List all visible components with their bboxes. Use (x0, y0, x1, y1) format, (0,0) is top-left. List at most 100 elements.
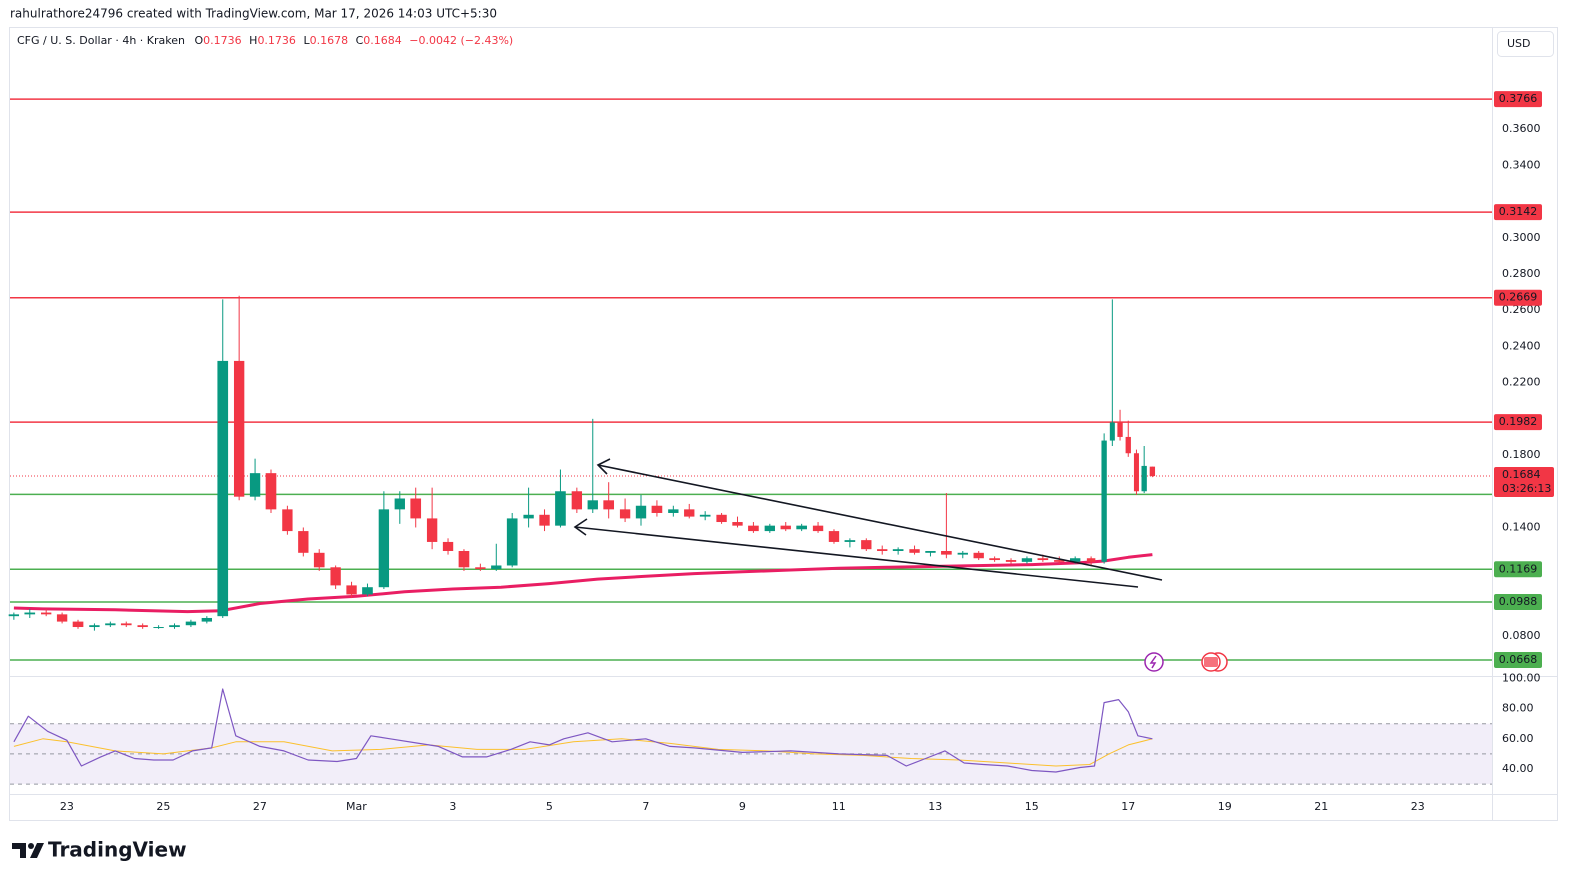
y-tick-label: 0.2600 (1502, 303, 1541, 316)
symbol-legend: CFG / U. S. Dollar · 4h · Kraken O0.1736… (17, 34, 513, 47)
ohlc-label: C (356, 34, 364, 47)
candle-body (571, 491, 583, 510)
candle-body (89, 625, 100, 628)
candle-body (555, 491, 566, 526)
rsi-pane (10, 688, 1492, 785)
candle-body (265, 473, 277, 510)
candle-body (506, 518, 518, 566)
candle-body (1141, 465, 1147, 492)
level-label: 0.3766 (1499, 92, 1538, 105)
candle-body (780, 525, 791, 530)
axes: 23 25 27 Mar 3 5 7 9 11 13 15 17 19 21 23 0.0800 0.1400 0… (60, 91, 1554, 813)
rsi-tick-label: 80.00 (1502, 702, 1534, 715)
x-tick-label: 7 (642, 800, 649, 813)
candle-body (957, 552, 968, 555)
icon-glyph (1149, 655, 1157, 669)
level-label: 0.1169 (1499, 562, 1538, 575)
candle-body (153, 627, 164, 629)
rsi-tick-label: 100.00 (1502, 671, 1541, 684)
candle-body (346, 585, 357, 595)
x-tick-label: 3 (449, 800, 456, 813)
candle-body (989, 558, 1000, 561)
event-icons (1144, 652, 1228, 672)
arrowhead (573, 518, 588, 536)
candle-body (1133, 453, 1139, 492)
x-tick-label: 19 (1218, 800, 1232, 813)
logo-text: TradingView (48, 838, 187, 862)
candle-body (1086, 558, 1096, 562)
x-tick-label: 13 (928, 800, 942, 813)
candle-body (217, 360, 229, 617)
x-tick-label: 15 (1025, 800, 1039, 813)
candle-body (909, 549, 920, 553)
candle-body (828, 531, 840, 542)
candle-body (539, 514, 550, 526)
candle-body (394, 498, 405, 510)
candle-body (587, 500, 598, 510)
y-tick-label: 0.1800 (1502, 448, 1541, 461)
change: −0.0042 (−2.43%) (409, 34, 513, 47)
candle-body (249, 473, 261, 497)
ohlc-label: O (194, 34, 203, 47)
candle-body (1101, 440, 1107, 562)
level-label-box (1494, 651, 1542, 668)
candle-body (1037, 558, 1049, 561)
x-tick-label: 5 (546, 800, 553, 813)
candle-body (748, 525, 759, 532)
candle-body (56, 614, 68, 622)
attribution: rahulrathore24796 created with TradingVi… (10, 7, 497, 21)
logo-mark (30, 843, 44, 858)
level-label-box (1494, 289, 1542, 306)
candle-body (812, 525, 824, 532)
x-tick-label: 11 (832, 800, 846, 813)
candle-body (1125, 436, 1131, 454)
last-price-label: 0.1684 (1502, 468, 1541, 481)
level-label-box (1494, 414, 1542, 431)
level-label-box (1494, 204, 1542, 221)
candle-body (41, 612, 52, 615)
level-label: 0.1982 (1499, 415, 1538, 428)
candle-body (8, 614, 20, 617)
ohlc-value: 0.1736 (257, 34, 296, 47)
candle-body (973, 552, 984, 559)
candle-body (1109, 422, 1115, 441)
candle-body (925, 550, 936, 553)
candle-body (699, 514, 711, 517)
candle-body (1149, 466, 1156, 477)
candle-body (378, 509, 390, 588)
trendlines (573, 458, 1163, 588)
x-tick-label: Mar (346, 800, 367, 813)
candle-body (684, 509, 695, 517)
trendline (574, 526, 1139, 588)
candle-body (72, 621, 84, 628)
currency-button[interactable] (1497, 31, 1554, 57)
candle-body (330, 567, 341, 586)
candle-body (892, 549, 904, 551)
rsi-ma-line (13, 738, 1153, 767)
candle-body (651, 505, 663, 513)
event-icon[interactable] (1144, 652, 1164, 672)
candle-body (475, 567, 486, 570)
candle-body (137, 625, 148, 628)
x-tick-label: 21 (1314, 800, 1328, 813)
candle-body (796, 525, 807, 530)
x-tick-label: 23 (60, 800, 74, 813)
y-tick-label: 0.3400 (1502, 158, 1541, 171)
trendline (597, 464, 1163, 581)
ohlc-value: 0.1684 (363, 34, 402, 47)
x-tick-label: 17 (1121, 800, 1135, 813)
x-tick-label: 27 (253, 800, 267, 813)
ohlc-label: H (249, 34, 257, 47)
candle-body (169, 625, 180, 628)
ohlc-label: L (303, 34, 310, 47)
rsi-line (13, 688, 1153, 773)
y-tick-label: 0.2200 (1502, 376, 1541, 389)
ohlc-value: 0.1736 (203, 34, 242, 47)
countdown: 03:26:13 (1502, 482, 1551, 495)
candle-body (1005, 560, 1017, 562)
candle-body (105, 623, 116, 626)
candle-body (877, 549, 888, 551)
candle-body (426, 518, 438, 542)
level-label: 0.3142 (1499, 205, 1538, 218)
